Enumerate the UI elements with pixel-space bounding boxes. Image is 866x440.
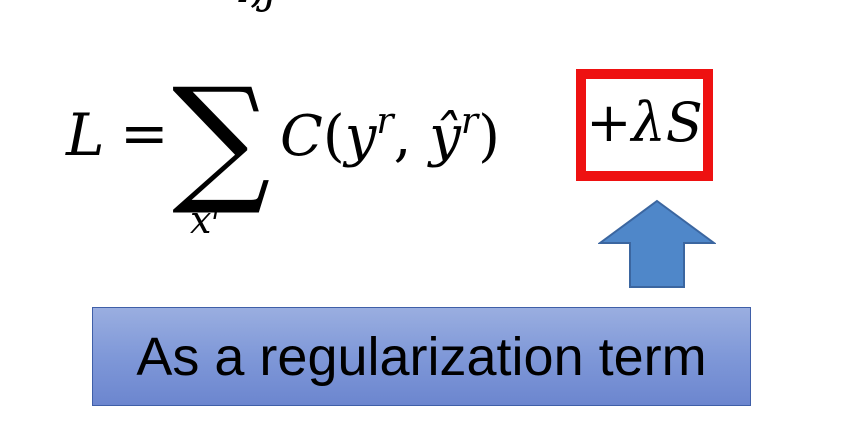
regularization-term: +λS (586, 96, 702, 151)
top-cropped-subscript: i,j (236, 0, 278, 10)
cost-function: C (280, 104, 323, 169)
regularization-banner: As a regularization term (92, 307, 751, 406)
open-paren: ( (322, 104, 345, 169)
summation-subscript: xr (190, 198, 224, 239)
regularization-highlight-box: +λS (576, 69, 713, 181)
summation-icon: ∑ (172, 58, 271, 219)
close-paren: ) (478, 104, 500, 169)
cost-expression: C(yr, ŷr) (280, 104, 500, 165)
comma: , (393, 104, 412, 169)
loss-symbol: L (66, 101, 105, 169)
summation-subscript-sup: r (211, 196, 224, 226)
equals-sign: = (120, 99, 169, 167)
up-arrow-shape (598, 199, 716, 288)
target-sup: r (376, 101, 394, 142)
target-base: y (344, 104, 377, 169)
banner-text: As a regularization term (136, 326, 707, 387)
prediction-base: ŷ (429, 104, 461, 169)
plus-sign: + (586, 91, 632, 154)
up-arrow-icon (598, 199, 716, 288)
summation-subscript-base: x (190, 198, 212, 242)
prediction-sup: r (460, 101, 479, 142)
lambda-s: λS (631, 91, 703, 154)
